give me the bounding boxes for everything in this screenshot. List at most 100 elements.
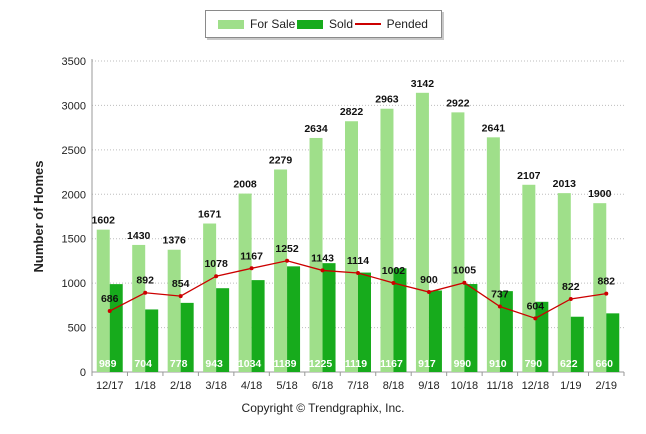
pended-point — [249, 266, 254, 271]
pended-data-label: 1002 — [382, 265, 406, 277]
for-sale-bar — [451, 112, 465, 372]
sold-bar — [251, 280, 265, 372]
sold-data-label: 943 — [205, 358, 223, 370]
sold-data-label: 1034 — [238, 358, 262, 370]
pended-data-label: 1005 — [453, 265, 477, 277]
sold-bar — [393, 268, 407, 372]
chart-legend: For Sale Sold Pended — [205, 10, 442, 38]
pended-point — [107, 309, 112, 314]
for-sale-data-label: 1900 — [588, 188, 612, 200]
pended-point — [462, 280, 467, 285]
y-axis-title: Number of Homes — [31, 161, 46, 273]
for-sale-data-label: 1671 — [198, 209, 222, 221]
x-tick-label: 11/18 — [487, 380, 514, 392]
pended-data-label: 1143 — [311, 252, 334, 264]
sold-data-label: 778 — [170, 358, 188, 370]
pended-point — [568, 296, 573, 301]
sold-bar — [358, 272, 371, 372]
for-sale-bar — [309, 137, 323, 372]
sold-bar — [570, 316, 584, 372]
for-sale-data-label: 2013 — [553, 178, 577, 190]
for-sale-bar — [167, 249, 181, 372]
sold-data-label: 1167 — [380, 358, 403, 370]
sold-bar — [535, 301, 549, 372]
pended-point — [143, 290, 148, 295]
pended-data-label: 882 — [598, 276, 616, 288]
y-tick-label: 2000 — [62, 189, 86, 201]
for-sale-bar — [415, 92, 429, 373]
pended-data-label: 1114 — [347, 255, 369, 267]
sold-bar — [180, 302, 194, 372]
pended-data-label: 854 — [172, 278, 190, 290]
for-sale-bar — [345, 121, 358, 372]
for-sale-bar — [557, 193, 571, 372]
sold-data-label: 990 — [454, 358, 472, 370]
x-tick-label: 7/18 — [347, 380, 368, 392]
sold-bar — [606, 313, 620, 372]
pended-data-label: 822 — [562, 281, 580, 293]
copyright-footer: Copyright © Trendgraphix, Inc. — [241, 401, 405, 415]
for-sale-bar — [203, 223, 217, 372]
for-sale-data-label: 1430 — [127, 230, 151, 242]
for-sale-bar — [132, 244, 146, 372]
sold-data-label: 704 — [134, 358, 152, 370]
sold-data-label: 1119 — [345, 358, 367, 370]
for-sale-data-label: 3142 — [411, 78, 435, 90]
x-tick-label: 12/17 — [96, 380, 124, 392]
pended-point — [426, 290, 431, 295]
legend-item-for-sale: For Sale — [218, 17, 295, 31]
for-sale-data-label: 2822 — [340, 106, 364, 118]
x-tick-label: 1/18 — [134, 380, 155, 392]
legend-label-for-sale: For Sale — [250, 17, 296, 31]
pended-point — [356, 271, 360, 276]
x-tick-label: 1/19 — [560, 380, 581, 392]
y-tick-label: 1000 — [62, 278, 86, 290]
x-tick-label: 12/18 — [522, 380, 550, 392]
x-tick-label: 6/18 — [312, 380, 333, 392]
for-sale-data-label: 2008 — [233, 179, 257, 191]
pended-point — [285, 258, 290, 263]
sold-bar — [287, 266, 301, 372]
x-tick-label: 4/18 — [241, 380, 262, 392]
pended-line-icon — [354, 23, 381, 25]
legend-item-sold: Sold — [296, 17, 353, 31]
sold-bar — [216, 288, 230, 372]
sold-data-label: 917 — [418, 358, 436, 370]
sold-data-label: 660 — [596, 358, 614, 370]
x-tick-label: 9/18 — [418, 380, 439, 392]
y-tick-label: 2500 — [62, 145, 86, 157]
for-sale-data-label: 2107 — [517, 170, 541, 182]
for-sale-data-label: 1602 — [92, 215, 116, 227]
sold-bar — [464, 284, 478, 372]
for-sale-swatch-icon — [218, 19, 244, 29]
pended-point — [214, 274, 219, 279]
pended-point — [604, 291, 609, 296]
y-tick-label: 3500 — [62, 56, 86, 68]
sold-data-label: 1189 — [274, 358, 297, 370]
x-tick-label: 2/19 — [596, 380, 617, 392]
for-sale-data-label: 2634 — [304, 123, 328, 135]
legend-item-pended: Pended — [354, 17, 428, 31]
x-tick-label: 5/18 — [276, 380, 297, 392]
legend-label-pended: Pended — [386, 17, 428, 31]
x-tick-label: 8/18 — [383, 380, 404, 392]
sold-data-label: 1225 — [309, 358, 333, 370]
y-tick-label: 3000 — [62, 100, 86, 112]
for-sale-data-label: 2922 — [446, 97, 470, 109]
for-sale-bar — [380, 108, 394, 373]
sold-bar — [428, 290, 442, 372]
sold-data-label: 790 — [525, 358, 543, 370]
legend-label-sold: Sold — [328, 17, 353, 31]
sold-bar — [499, 291, 513, 372]
pended-data-label: 1167 — [240, 250, 263, 262]
pended-data-label: 686 — [101, 293, 119, 305]
y-tick-label: 1500 — [62, 234, 86, 246]
sold-data-label: 910 — [489, 358, 507, 370]
for-sale-data-label: 2963 — [375, 94, 399, 106]
for-sale-bar — [238, 193, 252, 372]
for-sale-bar — [593, 203, 607, 372]
pended-data-label: 900 — [420, 274, 438, 286]
sold-data-label: 989 — [99, 358, 117, 370]
for-sale-data-label: 1376 — [162, 235, 186, 247]
